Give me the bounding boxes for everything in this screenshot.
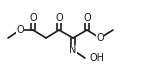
Text: O: O bbox=[96, 33, 104, 43]
Text: O: O bbox=[29, 13, 37, 23]
Text: O: O bbox=[55, 13, 63, 23]
Text: O: O bbox=[16, 25, 24, 35]
Text: OH: OH bbox=[89, 53, 104, 63]
Text: O: O bbox=[83, 13, 91, 23]
Text: N: N bbox=[69, 45, 77, 55]
